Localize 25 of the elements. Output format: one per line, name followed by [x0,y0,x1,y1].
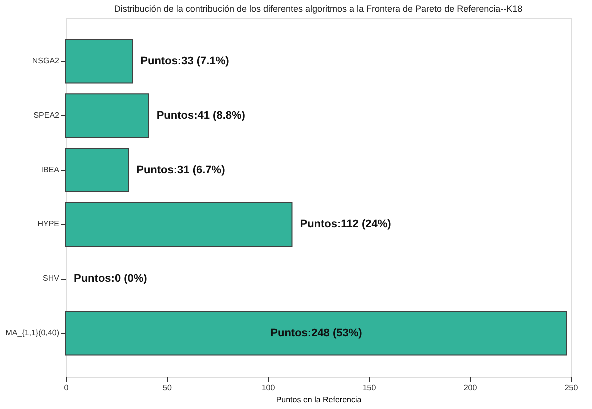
x-tick-label: 50 [163,384,172,392]
x-tick-label: 100 [262,384,276,392]
bar [66,39,134,84]
data-label: Puntos:41 (8.8%) [156,110,246,122]
y-tick-label: IBEA [41,165,60,174]
y-tick-label: HYPE [38,220,60,229]
bar [66,94,150,138]
data-label: Puntos:33 (7.1%) [140,56,230,68]
y-tick-label: SPEA2 [34,110,60,120]
chart-title: Distribución de la contribución de los diferentes algoritmos a la Frontera de Pareto de Referencia--K18 [114,4,523,14]
data-label: Puntos:31 (6.7%) [136,164,226,176]
data-label: Puntos:112 (24%) [300,218,392,231]
bar [66,148,130,193]
bar [66,202,293,247]
y-tick-label: MA_{1,1}(0,40) [6,328,60,338]
x-axis-title: Puntos en la Referencia [276,396,362,404]
data-label: Puntos:248 (53%) [270,327,363,340]
y-tick-label: SHV [43,274,60,284]
data-label: Puntos:0 (0%) [74,273,148,286]
x-tick-label: 150 [362,384,377,392]
x-tick-label: 0 [64,384,70,392]
bar [66,311,568,356]
x-tick-label: 250 [564,384,579,392]
y-tick-label: NSGA2 [32,56,60,66]
x-tick-label: 200 [464,384,478,392]
